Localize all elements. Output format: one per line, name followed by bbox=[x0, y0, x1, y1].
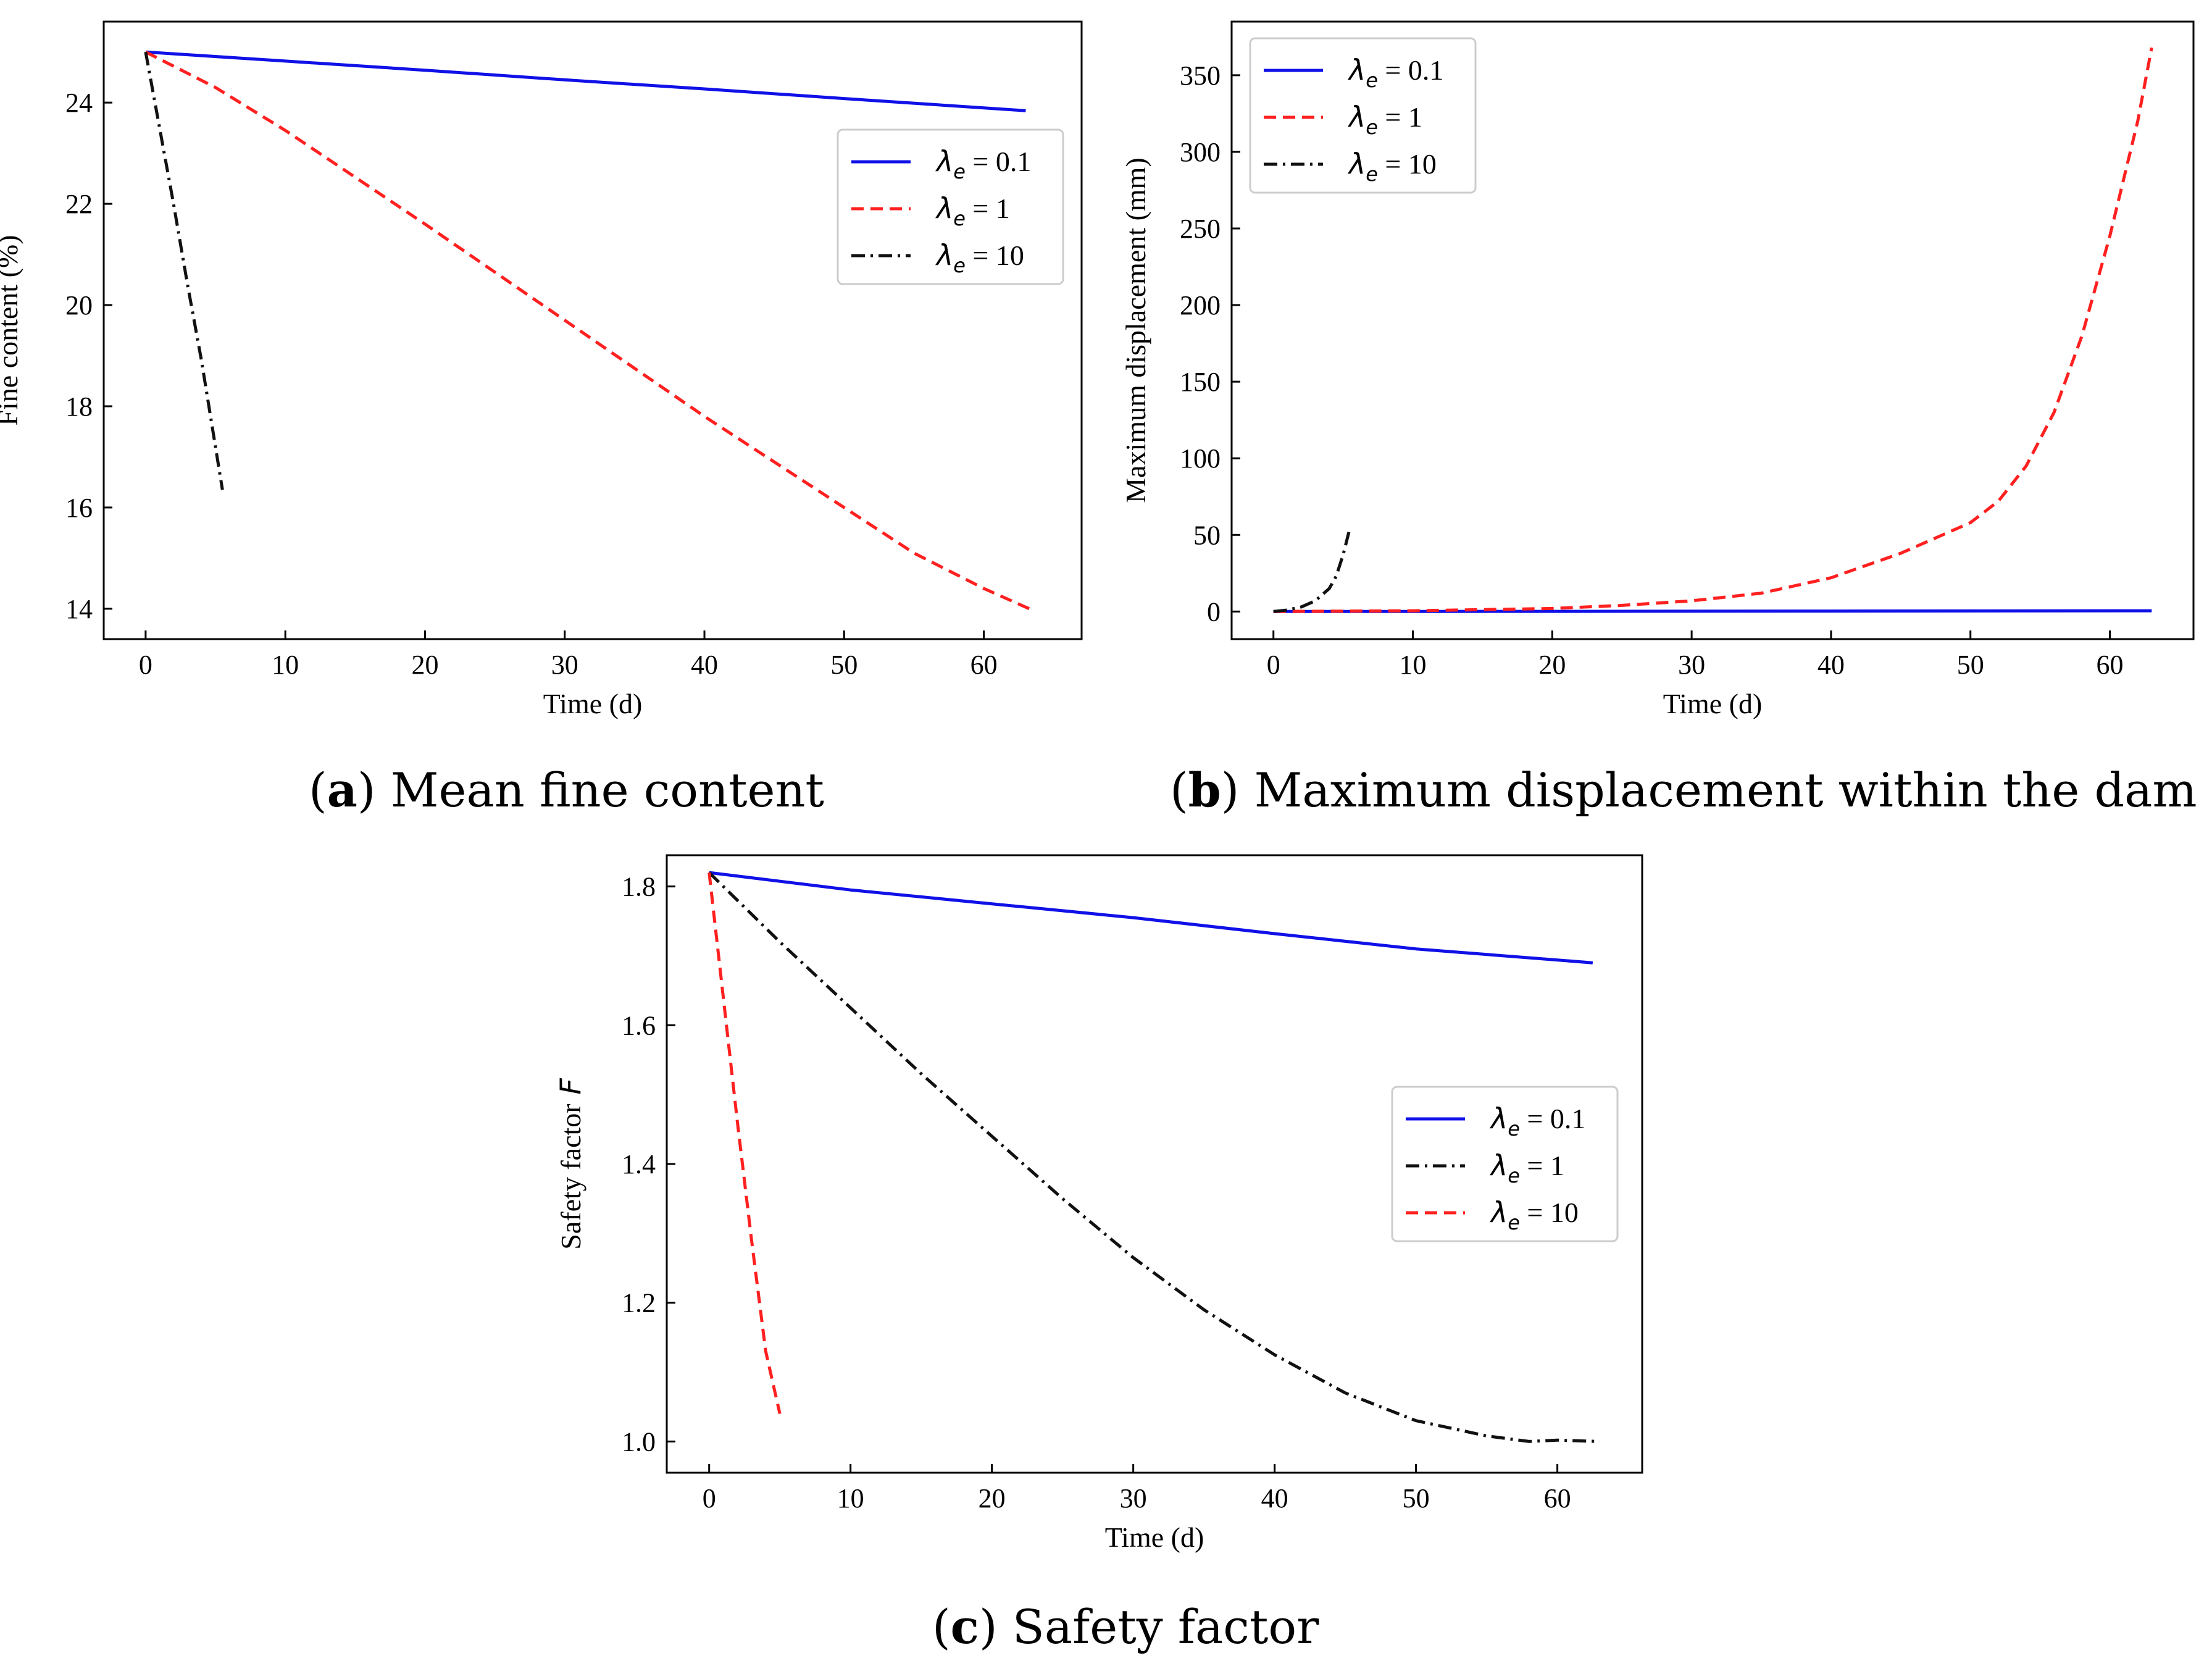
chart-b-xtick-label-1: 10 bbox=[1400, 650, 1427, 680]
chart-a-x-axis-title: Time (d) bbox=[543, 688, 643, 719]
chart-b-legend-label-1: λe = 1 bbox=[1347, 100, 1422, 139]
caption-b: (b) Maximum displacement within the dam bbox=[1170, 763, 2197, 818]
chart-a-ytick-label-4: 22 bbox=[65, 189, 93, 219]
chart-c-xtick-label-1: 10 bbox=[837, 1483, 864, 1513]
chart-c-xtick-label-3: 30 bbox=[1120, 1483, 1147, 1513]
chart-c-legend-label-2: λe = 10 bbox=[1489, 1195, 1579, 1234]
chart-a-ytick-label-2: 18 bbox=[65, 391, 93, 422]
caption-c-text: Safety factor bbox=[1012, 1599, 1319, 1654]
chart-b-ytick-label-2: 100 bbox=[1180, 443, 1221, 474]
chart-c-series-2-line bbox=[707, 872, 782, 1415]
chart-a-legend-label-2: λe = 10 bbox=[935, 238, 1024, 277]
chart-b-ytick-label-5: 250 bbox=[1180, 214, 1221, 244]
caption-c: (c) Safety factor bbox=[932, 1599, 1319, 1654]
chart-b-svg: 0 10 20 30 40 50 60 0 50 100 150 200 250 300 350 Time (… bbox=[1120, 20, 2195, 719]
chart-b-xtick-label-0: 0 bbox=[1267, 650, 1280, 680]
chart-a-plot-frame bbox=[102, 20, 1083, 640]
chart-a-legend-label-0: λe = 0.1 bbox=[935, 144, 1031, 183]
chart-b-legend-label-0: λe = 0.1 bbox=[1347, 53, 1443, 92]
chart-b-ytick-label-4: 200 bbox=[1180, 290, 1221, 320]
chart-a-xtick-label-4: 40 bbox=[691, 650, 718, 680]
caption-b-text: Maximum displacement within the dam bbox=[1254, 763, 2197, 818]
caption-a-text: Mean fine content bbox=[390, 763, 824, 818]
caption-b-letter: b bbox=[1188, 763, 1221, 818]
chart-a-series-0-line bbox=[145, 50, 1026, 112]
chart-c-series-0-line bbox=[709, 871, 1593, 965]
chart-c-ytick-label-1: 1.2 bbox=[622, 1288, 656, 1318]
chart-b-ytick-label-0: 0 bbox=[1207, 596, 1221, 627]
chart-b-plot-frame bbox=[1230, 20, 2195, 640]
chart-panel-b: 0 10 20 30 40 50 60 0 50 100 150 200 250 300 350 Time (… bbox=[0, 0, 2212, 827]
chart-b-xtick-label-2: 20 bbox=[1538, 650, 1566, 680]
chart-a-xtick-label-6: 60 bbox=[970, 650, 998, 680]
chart-a-xtick-label-2: 20 bbox=[411, 650, 438, 680]
chart-c-xtick-label-2: 20 bbox=[979, 1483, 1006, 1513]
chart-b-ytick-label-3: 150 bbox=[1180, 367, 1221, 397]
chart-c-y-axis-title: Safety factor F bbox=[554, 1078, 587, 1250]
chart-a-ytick-label-0: 14 bbox=[65, 594, 93, 624]
chart-c-series-1-line bbox=[707, 871, 1600, 1443]
chart-c-ytick-label-4: 1.8 bbox=[622, 872, 656, 902]
chart-b-ytick-label-6: 300 bbox=[1180, 137, 1221, 167]
chart-panel-a: 0 10 20 30 40 50 60 14 16 18 20 22 24 Time (d) Fine co… bbox=[0, 0, 1105, 827]
chart-a-ytick-label-5: 24 bbox=[65, 88, 93, 118]
chart-b-xtick-label-5: 50 bbox=[1957, 650, 1984, 680]
chart-a-xtick-label-1: 10 bbox=[272, 650, 299, 680]
chart-a-svg: 0 10 20 30 40 50 60 14 16 18 20 22 24 Time (d) Fine co… bbox=[0, 20, 1083, 719]
chart-a-legend-label-1: λe = 1 bbox=[935, 191, 1010, 230]
chart-b-ytick-label-1: 50 bbox=[1193, 520, 1221, 550]
chart-b-xtick-label-6: 60 bbox=[2097, 650, 2124, 680]
chart-c-ytick-label-2: 1.4 bbox=[622, 1149, 656, 1179]
chart-b-legend-box bbox=[1249, 37, 1477, 194]
chart-a-xtick-label-5: 50 bbox=[830, 650, 858, 680]
chart-a-xtick-label-3: 30 bbox=[551, 650, 578, 680]
chart-c-x-axis-title: Time (d) bbox=[1105, 1522, 1204, 1553]
chart-c-legend-box bbox=[1391, 1086, 1619, 1242]
chart-b-x-axis-title: Time (d) bbox=[1663, 688, 1763, 719]
chart-c-xtick-label-6: 60 bbox=[1544, 1483, 1571, 1513]
chart-b-legend-label-2: λe = 10 bbox=[1347, 147, 1437, 186]
chart-a-series-2-line bbox=[144, 51, 224, 490]
chart-c-legend-label-0: λe = 0.1 bbox=[1489, 1102, 1585, 1141]
chart-c-ytick-label-0: 1.0 bbox=[622, 1426, 656, 1457]
chart-a-series-1-line bbox=[144, 50, 1033, 612]
chart-c-xtick-label-0: 0 bbox=[703, 1483, 716, 1513]
caption-c-letter: c bbox=[950, 1599, 979, 1654]
chart-a-ytick-label-3: 20 bbox=[65, 290, 93, 320]
chart-a-xtick-label-0: 0 bbox=[139, 650, 152, 680]
chart-a-ytick-label-1: 16 bbox=[65, 493, 93, 523]
chart-b-series-2-line bbox=[1273, 527, 1352, 613]
caption-a: (a) Mean fine content bbox=[309, 763, 824, 818]
chart-a-y-axis-title: Fine content (%) bbox=[0, 235, 23, 425]
chart-c-legend-label-1: λe = 1 bbox=[1489, 1149, 1564, 1187]
chart-c-xtick-label-5: 50 bbox=[1403, 1483, 1430, 1513]
chart-b-series-1-line bbox=[1273, 47, 2153, 613]
chart-c-xtick-label-4: 40 bbox=[1261, 1483, 1288, 1513]
chart-b-xtick-label-3: 30 bbox=[1678, 650, 1705, 680]
chart-b-xtick-label-4: 40 bbox=[1818, 650, 1845, 680]
chart-b-y-axis-title: Maximum displacement (mm) bbox=[1120, 157, 1151, 503]
chart-c-ytick-label-3: 1.6 bbox=[622, 1010, 656, 1040]
caption-a-letter: a bbox=[327, 763, 357, 818]
chart-b-ytick-label-7: 350 bbox=[1180, 61, 1221, 91]
chart-a-legend-box bbox=[837, 128, 1064, 285]
